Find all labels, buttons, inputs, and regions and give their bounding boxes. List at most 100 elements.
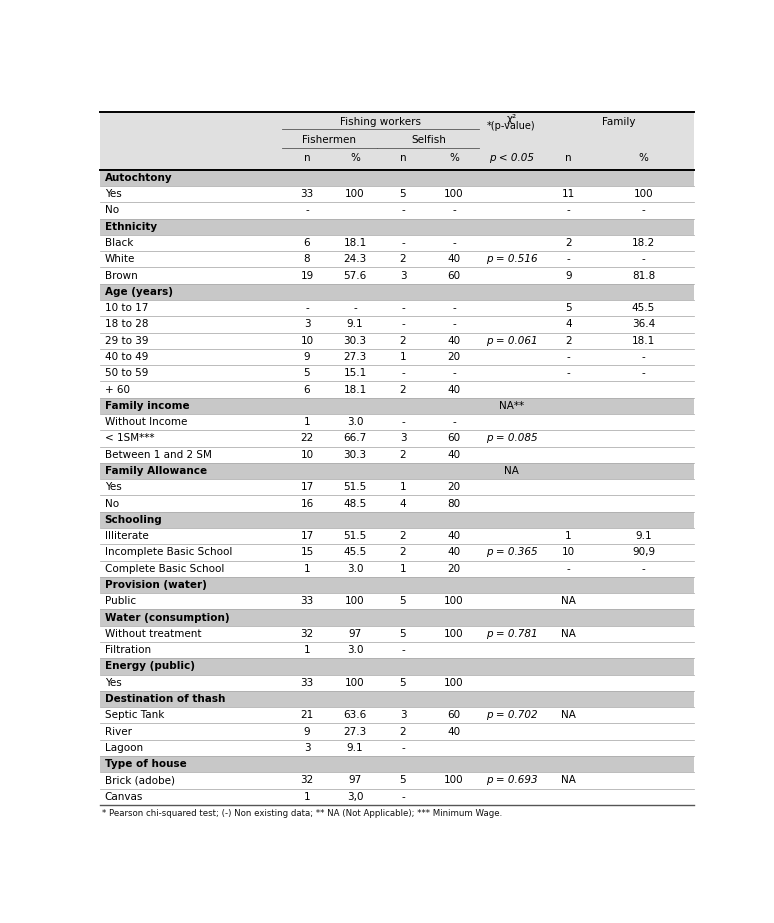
Text: 1: 1: [303, 417, 310, 427]
Text: 21: 21: [300, 711, 313, 720]
Bar: [100, 773, 694, 788]
Text: 6: 6: [303, 238, 310, 248]
Text: 1: 1: [565, 531, 572, 541]
Text: 81.8: 81.8: [632, 270, 655, 281]
Text: 40: 40: [447, 547, 461, 557]
Bar: [100, 691, 694, 707]
Text: -: -: [401, 645, 405, 655]
Text: Family Allowance: Family Allowance: [104, 466, 207, 476]
Text: No: No: [104, 206, 118, 215]
Text: -: -: [567, 255, 570, 264]
Text: 2: 2: [399, 450, 406, 460]
Text: + 60: + 60: [104, 385, 129, 395]
Text: p = 0.365: p = 0.365: [486, 547, 537, 557]
Text: Yes: Yes: [104, 677, 122, 688]
Text: n: n: [303, 153, 310, 163]
Text: 57.6: 57.6: [344, 270, 367, 281]
Text: 17: 17: [300, 531, 313, 541]
Bar: [100, 724, 694, 739]
Text: -: -: [401, 238, 405, 248]
Text: 9.1: 9.1: [635, 531, 652, 541]
Bar: [100, 658, 694, 675]
Text: 32: 32: [300, 629, 313, 639]
Text: -: -: [401, 743, 405, 753]
Text: 6: 6: [303, 385, 310, 395]
Bar: [100, 642, 694, 658]
Text: 100: 100: [444, 189, 464, 199]
Text: Yes: Yes: [104, 189, 122, 199]
Bar: [100, 300, 694, 317]
Text: -: -: [401, 319, 405, 330]
Text: 1: 1: [303, 564, 310, 574]
Bar: [100, 430, 694, 447]
Text: 3: 3: [303, 743, 310, 753]
Text: 33: 33: [300, 677, 313, 688]
Text: 5: 5: [399, 596, 406, 606]
Text: No: No: [104, 498, 118, 509]
Text: 9.1: 9.1: [347, 743, 363, 753]
Text: -: -: [642, 564, 646, 574]
Text: 40: 40: [447, 255, 461, 264]
Text: 100: 100: [345, 677, 365, 688]
Text: -: -: [567, 352, 570, 362]
Text: Brown: Brown: [104, 270, 137, 281]
Text: -: -: [353, 303, 357, 313]
Text: 15: 15: [300, 547, 313, 557]
Text: 60: 60: [447, 711, 461, 720]
Text: 1: 1: [399, 352, 406, 362]
Text: p = 0.516: p = 0.516: [486, 255, 537, 264]
Text: 97: 97: [348, 629, 361, 639]
Text: NA: NA: [504, 466, 519, 476]
Text: -: -: [401, 417, 405, 427]
Bar: [100, 496, 694, 511]
Text: 2: 2: [399, 531, 406, 541]
Text: * Pearson chi-squared test; (-) Non existing data; ** NA (Not Applicable); *** M: * Pearson chi-squared test; (-) Non exis…: [101, 809, 502, 818]
Text: 66.7: 66.7: [344, 434, 367, 443]
Text: -: -: [305, 303, 309, 313]
Text: 27.3: 27.3: [344, 352, 367, 362]
Bar: [100, 788, 694, 805]
Text: Fishing workers: Fishing workers: [340, 117, 421, 127]
Text: 18.1: 18.1: [344, 385, 367, 395]
Text: -: -: [567, 206, 570, 215]
Text: River: River: [104, 726, 132, 737]
Text: 10: 10: [300, 450, 313, 460]
Text: p = 0.085: p = 0.085: [486, 434, 537, 443]
Text: -: -: [642, 255, 646, 264]
Bar: [100, 560, 694, 577]
Text: 3: 3: [399, 270, 406, 281]
Text: 36.4: 36.4: [632, 319, 655, 330]
Text: 9: 9: [303, 352, 310, 362]
Bar: [100, 366, 694, 381]
Text: 51.5: 51.5: [344, 483, 367, 492]
Text: -: -: [642, 352, 646, 362]
Text: 33: 33: [300, 189, 313, 199]
Text: 45.5: 45.5: [344, 547, 367, 557]
Text: 20: 20: [447, 483, 461, 492]
Text: 45.5: 45.5: [632, 303, 655, 313]
Text: 40: 40: [447, 336, 461, 346]
Bar: [100, 202, 694, 219]
Text: 60: 60: [447, 270, 461, 281]
Text: Type of house: Type of house: [104, 760, 187, 769]
Text: 32: 32: [300, 775, 313, 785]
Text: NA: NA: [561, 775, 576, 785]
Text: Yes: Yes: [104, 483, 122, 492]
Text: 18 to 28: 18 to 28: [104, 319, 148, 330]
Text: 9.1: 9.1: [347, 319, 363, 330]
Text: -: -: [452, 206, 456, 215]
Text: 18.1: 18.1: [632, 336, 655, 346]
Bar: [100, 447, 694, 463]
Text: 5: 5: [565, 303, 572, 313]
Text: 40: 40: [447, 726, 461, 737]
Text: %: %: [350, 153, 360, 163]
Bar: [100, 398, 694, 414]
Text: -: -: [401, 206, 405, 215]
Bar: [100, 626, 694, 642]
Text: 100: 100: [444, 596, 464, 606]
Text: Destination of thash: Destination of thash: [104, 694, 225, 704]
Text: NA: NA: [561, 629, 576, 639]
Text: Autochtony: Autochtony: [104, 173, 172, 183]
Text: Energy (public): Energy (public): [104, 662, 194, 671]
Bar: [100, 463, 694, 479]
